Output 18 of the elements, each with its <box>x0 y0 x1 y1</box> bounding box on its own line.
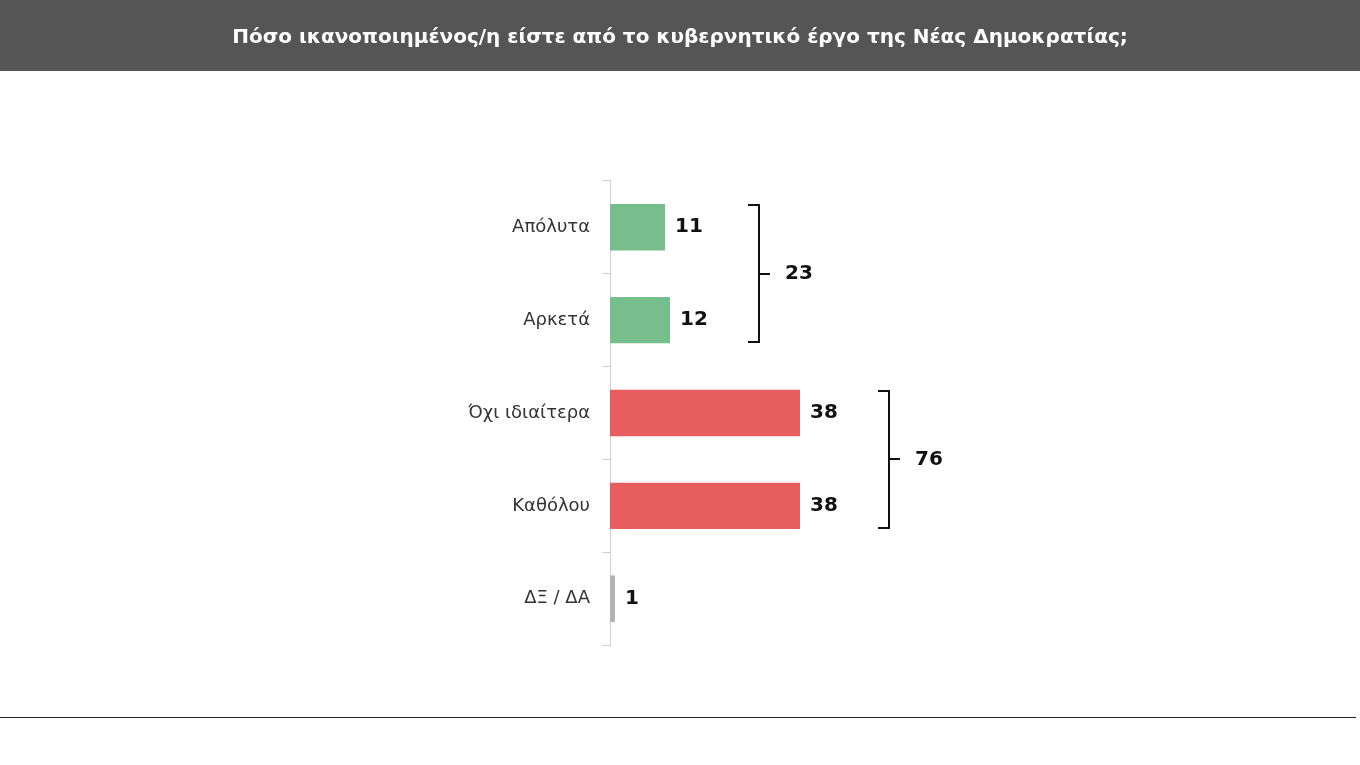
annotation: 23 <box>785 259 813 284</box>
bar <box>610 296 670 344</box>
bar <box>610 204 665 251</box>
chart-title: Πόσο ικανοποιημένος/η είστε από το κυβερνητικό έργο της Νέας Δημοκρατίας; <box>0 0 1360 71</box>
y-tick-label: Όχι ιδιαίτερα <box>467 400 590 422</box>
y-tick-label: Απόλυτα <box>512 214 590 236</box>
bar <box>610 389 800 437</box>
data-label: 12 <box>680 306 708 331</box>
data-label: 38 <box>810 492 838 517</box>
data-label: 11 <box>675 213 703 238</box>
y-tick-label: ΔΞ / ΔΑ <box>524 586 591 608</box>
text: 76 <box>915 445 943 470</box>
y-tick-label: Αρκετά <box>523 307 590 329</box>
bar <box>610 482 800 530</box>
bar <box>610 575 615 622</box>
y-tick-label: Καθόλου <box>512 493 590 515</box>
data-label: 1 <box>625 584 639 609</box>
data-label: 38 <box>810 399 838 424</box>
